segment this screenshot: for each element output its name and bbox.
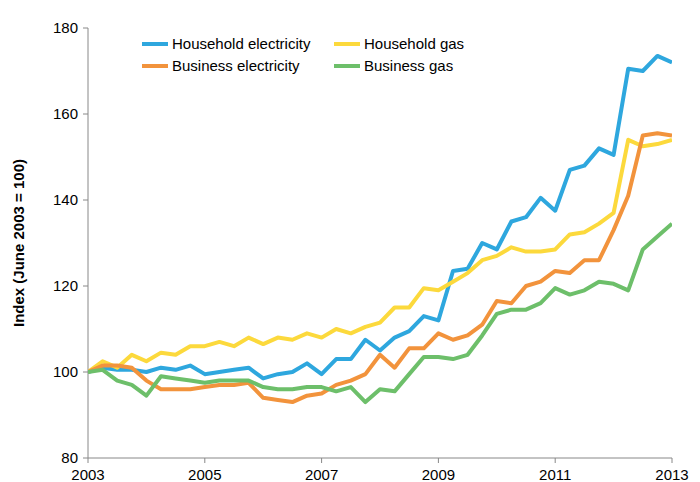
series-line xyxy=(88,56,672,379)
legend-swatch xyxy=(142,64,168,68)
y-tick-label: 100 xyxy=(53,363,78,380)
y-tick xyxy=(83,28,88,29)
x-tick-label: 2005 xyxy=(188,466,221,482)
x-axis xyxy=(88,458,672,459)
y-tick-label: 120 xyxy=(53,277,78,294)
y-tick-label: 140 xyxy=(53,191,78,208)
x-tick xyxy=(438,458,439,463)
x-tick xyxy=(204,458,205,463)
x-tick xyxy=(672,458,673,463)
y-axis xyxy=(88,28,89,458)
x-tick-label: 2011 xyxy=(539,466,571,482)
y-tick xyxy=(83,372,88,373)
lines xyxy=(88,56,672,402)
series-line xyxy=(88,133,672,402)
legend-swatch xyxy=(142,42,168,46)
legend-swatch xyxy=(334,64,360,68)
legend-swatch xyxy=(334,42,360,46)
x-tick-label: 2009 xyxy=(422,466,455,482)
legend-label: Household gas xyxy=(364,35,464,52)
chart: 80 100 120 140 160 180 2003 2005 2007 2009 2011 201… xyxy=(0,0,700,482)
x-tick-label: 2013 xyxy=(655,466,688,482)
series-line xyxy=(88,140,672,372)
legend-label: Business gas xyxy=(364,57,453,74)
y-tick xyxy=(83,114,88,115)
x-tick xyxy=(321,458,322,463)
x-tick-label: 2003 xyxy=(71,466,104,482)
x-tick xyxy=(88,458,89,463)
y-tick xyxy=(83,286,88,287)
legend: Household electricity Household gas Busine… xyxy=(142,35,464,74)
x-tick xyxy=(555,458,556,463)
y-tick-label: 80 xyxy=(61,449,78,466)
y-tick xyxy=(83,458,88,459)
series-line xyxy=(88,224,672,402)
y-axis-label: Index (June 2003 = 100) xyxy=(10,159,27,327)
legend-label: Business electricity xyxy=(172,57,300,74)
x-tick-label: 2007 xyxy=(305,466,338,482)
y-tick-label: 180 xyxy=(53,19,78,36)
legend-label: Household electricity xyxy=(172,35,311,52)
y-tick xyxy=(83,200,88,201)
y-tick-label: 160 xyxy=(53,105,78,122)
